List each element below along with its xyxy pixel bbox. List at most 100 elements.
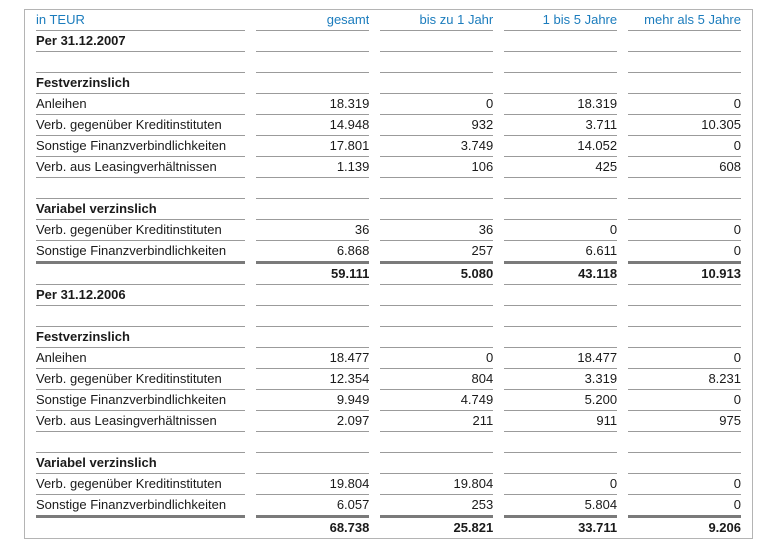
cell-value: 106 [380,157,494,178]
cell-value: 18.319 [504,94,618,115]
cell-value: 10.305 [628,115,741,136]
row-label: Per 31.12.2006 [36,285,246,306]
cell-value: 975 [628,411,741,432]
cell-value [504,453,618,474]
table-row: 68.738 25.821 33.711 9.206 [36,515,741,538]
cell-value: 1.139 [256,157,370,178]
row-label: Verb. aus Leasingverhältnissen [36,157,246,178]
cell-value: 25.821 [380,515,494,538]
cell-value: 68.738 [256,515,370,538]
cell-value: 911 [504,411,618,432]
cell-value: 0 [733,497,741,512]
row-label: Verb. gegenüber Kreditinstituten [36,220,246,241]
cell-value: 3.319 [504,369,618,390]
cell-value: 18.477 [256,348,370,369]
cell-value [380,52,494,73]
cell-value [380,178,494,199]
table-row: Verb. gegenüber Kreditinstituten 19.804 19… [36,474,741,495]
cell-value: 19.804 [380,474,494,495]
cell-value [628,432,741,453]
cell-value [504,178,618,199]
cell-value [256,285,370,306]
cell-value [628,285,741,306]
cell-value [504,199,618,220]
cell-value [628,306,741,327]
table-row [36,432,741,453]
table-row: Anleihen 18.477 0 18.477 0 [36,348,741,369]
row-label: Sonstige Finanzverbindlichkeiten [36,243,227,258]
table-row: Festverzinslich [36,327,741,348]
table-body: Per 31.12.2007 Festverzinslich Anleihen 18.… [36,31,741,538]
row-label: Variabel verzinslich [36,453,246,474]
cell-value: 8.231 [628,369,741,390]
table-row: Anleihen 18.319 0 18.319 0 [36,94,741,115]
cell-value [628,31,741,52]
table-row: Per 31.12.2006 [36,285,741,306]
cell-value [380,453,494,474]
row-label: Per 31.12.2007 [36,31,246,52]
row-label: Sonstige Finanzverbindlichkeiten [36,136,246,157]
cell-value: 14.052 [504,136,618,157]
table-row: Sonstige Finanzverbindlichkeiten 17.801 3.… [36,136,741,157]
table-row: 59.111 5.080 43.118 10.913 [36,261,741,285]
row-label [36,178,246,199]
row-label: Variabel verzinslich [36,199,246,220]
cell-value: 9.949 [256,390,370,411]
table-row: Sonstige Finanzverbindlichkeiten 6.868 257… [36,241,741,261]
row-label [36,515,246,538]
cell-value [628,52,741,73]
table-row: Festverzinslich [36,73,741,94]
cell-value [256,178,370,199]
table-row: Variabel verzinslich [36,453,741,474]
row-label [36,432,246,453]
unit-label: in TEUR [36,10,246,31]
cell-value [628,327,741,348]
row-label: Verb. gegenüber Kreditinstituten [36,115,246,136]
table-row: Verb. gegenüber Kreditinstituten 12.354 80… [36,369,741,390]
cell-value: 0 [628,136,741,157]
cell-value [256,432,370,453]
row-label: Sonstige Finanzverbindlichkeiten [36,497,227,512]
column-header-bis-1-jahr: bis zu 1 Jahr [380,10,494,31]
cell-value: 12.354 [256,369,370,390]
table-row [36,306,741,327]
cell-value: 0 [628,220,741,241]
cell-value [504,52,618,73]
cell-value [628,453,741,474]
cell-value: 211 [380,411,494,432]
cell-value [380,432,494,453]
cell-value: 3.711 [504,115,618,136]
cell-value: 4.749 [380,390,494,411]
cell-value [380,73,494,94]
row-label [36,261,246,285]
cell-value: 0 [504,220,618,241]
cell-value: 2.097 [256,411,370,432]
table-row: Sonstige Finanzverbindlichkeiten 9.949 4.7… [36,390,741,411]
cell-value: 804 [380,369,494,390]
column-header-1-bis-5-jahre: 1 bis 5 Jahre [504,10,618,31]
table-row: Verb. aus Leasingverhältnissen 2.097 211 91… [36,411,741,432]
cell-value: 257 [471,243,494,258]
cell-value [380,31,494,52]
cell-value [380,285,494,306]
table-row: Verb. aus Leasingverhältnissen 1.139 106 42… [36,157,741,178]
cell-value: 59.111 [256,261,370,285]
cell-value: 0 [628,348,741,369]
row-label: Anleihen [36,348,246,369]
table-row: Verb. gegenüber Kreditinstituten 36 36 0 0 [36,220,741,241]
cell-value: 36 [256,220,370,241]
cell-value [256,306,370,327]
table-row: Per 31.12.2007 [36,31,741,52]
cell-value: 253 [471,497,494,512]
row-label: Festverzinslich [36,327,246,348]
cell-value: 0 [733,243,741,258]
row-label [36,52,246,73]
table-row [36,52,741,73]
cell-value [504,31,618,52]
cell-value: 18.477 [504,348,618,369]
cell-value: 0 [628,474,741,495]
table-row: Variabel verzinslich [36,199,741,220]
cell-value: 14.948 [256,115,370,136]
header-row: in TEUR gesamt bis zu 1 Jahr 1 bis 5 Jah… [36,10,741,31]
